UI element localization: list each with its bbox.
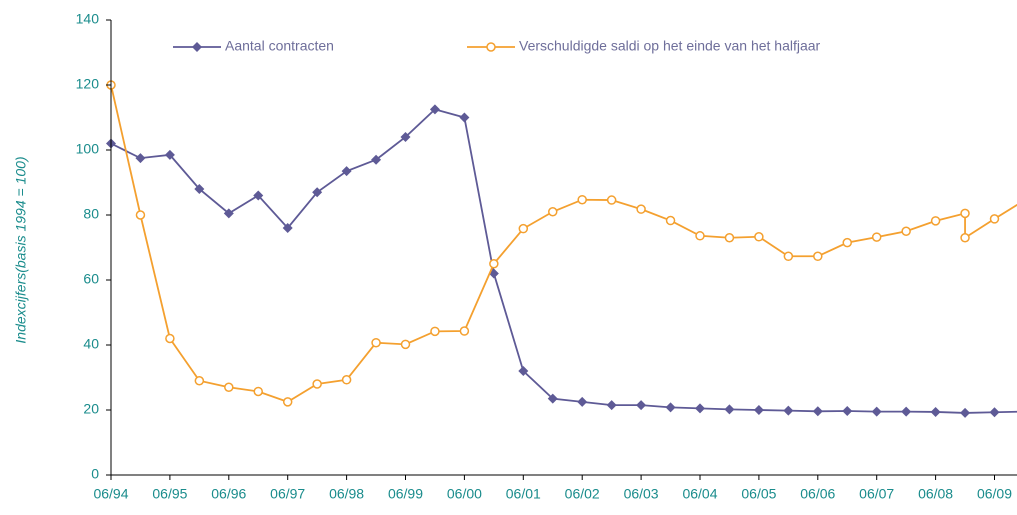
y-tick-label: 120 [76, 76, 100, 92]
marker [371, 154, 382, 165]
x-tick-label: 06/09 [977, 486, 1012, 502]
marker [606, 400, 617, 411]
x-tick-label: 06/01 [506, 486, 541, 502]
marker [518, 366, 529, 376]
marker [960, 233, 970, 243]
marker [724, 404, 735, 415]
marker [282, 397, 293, 407]
x-tick-label: 06/94 [93, 486, 128, 502]
marker [754, 232, 764, 242]
x-tick-label: 06/06 [800, 486, 835, 502]
marker [812, 406, 823, 417]
marker [165, 333, 175, 344]
marker [224, 382, 234, 392]
marker [547, 393, 558, 404]
marker [871, 232, 882, 242]
x-tick-label: 06/07 [859, 486, 894, 502]
x-tick-label: 06/95 [152, 486, 187, 502]
legend-label: Aantal contracten [225, 38, 334, 54]
marker [901, 406, 912, 417]
marker [486, 42, 496, 52]
legend-label: Verschuldigde saldi op het einde van het… [519, 38, 821, 54]
marker [518, 223, 529, 234]
marker [194, 376, 205, 386]
marker [842, 237, 852, 248]
x-tick-label: 06/08 [918, 486, 953, 502]
x-tick-label: 06/96 [211, 486, 246, 502]
marker [960, 208, 970, 219]
x-tick-label: 06/99 [388, 486, 423, 502]
marker [400, 132, 411, 142]
series-line [110, 108, 1017, 414]
y-tick-label: 20 [83, 401, 99, 417]
marker [813, 251, 823, 262]
y-tick-label: 60 [83, 271, 99, 287]
x-tick-label: 06/00 [447, 486, 482, 502]
marker [606, 195, 617, 205]
x-tick-label: 06/03 [624, 486, 659, 502]
marker [636, 400, 647, 411]
marker [459, 112, 470, 123]
marker [312, 379, 322, 389]
marker [164, 149, 175, 160]
marker [341, 375, 352, 385]
marker [665, 402, 676, 413]
marker [135, 153, 146, 164]
marker [783, 251, 794, 262]
marker [636, 204, 646, 214]
marker [430, 326, 440, 337]
marker [783, 405, 794, 416]
y-tick-label: 40 [83, 336, 99, 352]
marker [548, 207, 558, 217]
marker [400, 339, 411, 350]
y-tick-label: 80 [83, 206, 99, 222]
series-line [110, 84, 1017, 403]
marker [135, 210, 146, 220]
marker [223, 208, 234, 219]
marker [371, 337, 381, 348]
marker [312, 187, 323, 198]
marker [989, 214, 1000, 224]
marker [282, 223, 293, 233]
y-axis-label: Indexcijfers(basis 1994 = 100) [13, 156, 29, 343]
x-tick-label: 06/04 [682, 486, 717, 502]
marker [459, 326, 470, 336]
marker [989, 407, 1000, 418]
marker [577, 194, 587, 205]
marker [194, 184, 205, 194]
marker [901, 226, 911, 236]
marker [665, 215, 676, 226]
marker [192, 42, 202, 52]
marker [724, 233, 735, 243]
marker [253, 386, 263, 397]
marker [960, 407, 971, 418]
y-tick-label: 0 [91, 466, 99, 482]
x-tick-label: 06/05 [741, 486, 776, 502]
y-tick-label: 140 [76, 11, 100, 27]
marker [253, 190, 264, 201]
marker [695, 403, 705, 414]
marker [842, 405, 853, 416]
y-tick-label: 100 [76, 141, 100, 157]
x-tick-label: 06/98 [329, 486, 364, 502]
marker [341, 166, 352, 177]
marker [429, 104, 440, 115]
marker [753, 405, 764, 415]
marker [930, 216, 941, 226]
marker [930, 406, 941, 417]
marker [871, 406, 882, 417]
x-tick-label: 06/97 [270, 486, 305, 502]
marker [577, 396, 588, 407]
marker [489, 259, 499, 269]
x-tick-label: 06/02 [565, 486, 600, 502]
marker [695, 231, 705, 241]
